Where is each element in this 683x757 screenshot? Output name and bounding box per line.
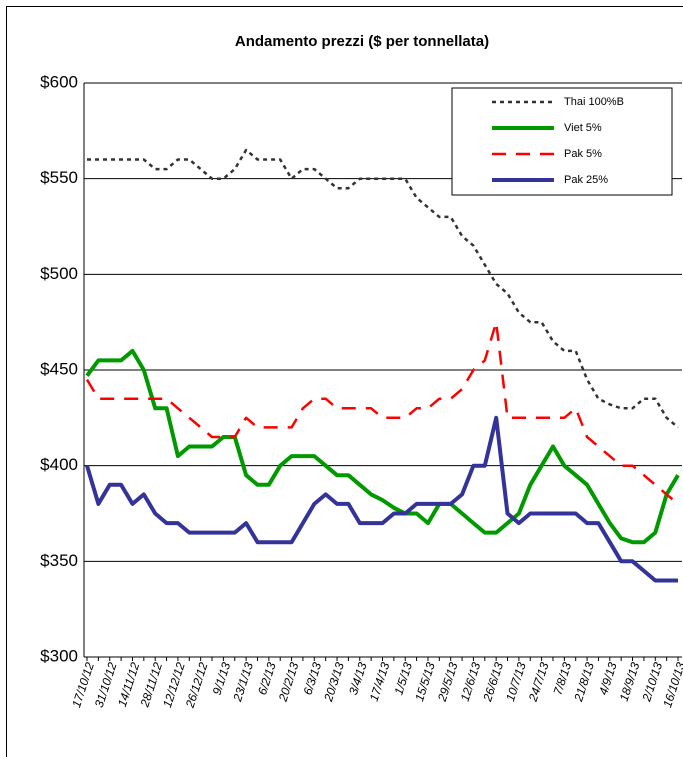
series-line xyxy=(85,348,680,545)
legend-label: Thai 100%B xyxy=(564,96,624,108)
y-tick-label: $300 xyxy=(40,646,78,665)
y-tick-label: $500 xyxy=(40,264,78,283)
legend-box xyxy=(451,87,673,196)
series-line xyxy=(85,415,678,583)
y-tick-label: $350 xyxy=(40,551,78,570)
y-tick-label: $450 xyxy=(40,359,78,378)
legend-label: Pak 25% xyxy=(564,174,608,186)
legend-label: Viet 5% xyxy=(564,122,602,134)
chart-title: Andamento prezzi ($ per tonnellata) xyxy=(235,33,489,50)
legend-label: Pak 5% xyxy=(564,148,602,160)
y-tick-label: $550 xyxy=(40,168,78,187)
series-line xyxy=(87,148,679,429)
y-tick-label: $600 xyxy=(40,72,78,91)
series-line xyxy=(85,320,679,505)
y-tick-label: $400 xyxy=(40,455,78,474)
